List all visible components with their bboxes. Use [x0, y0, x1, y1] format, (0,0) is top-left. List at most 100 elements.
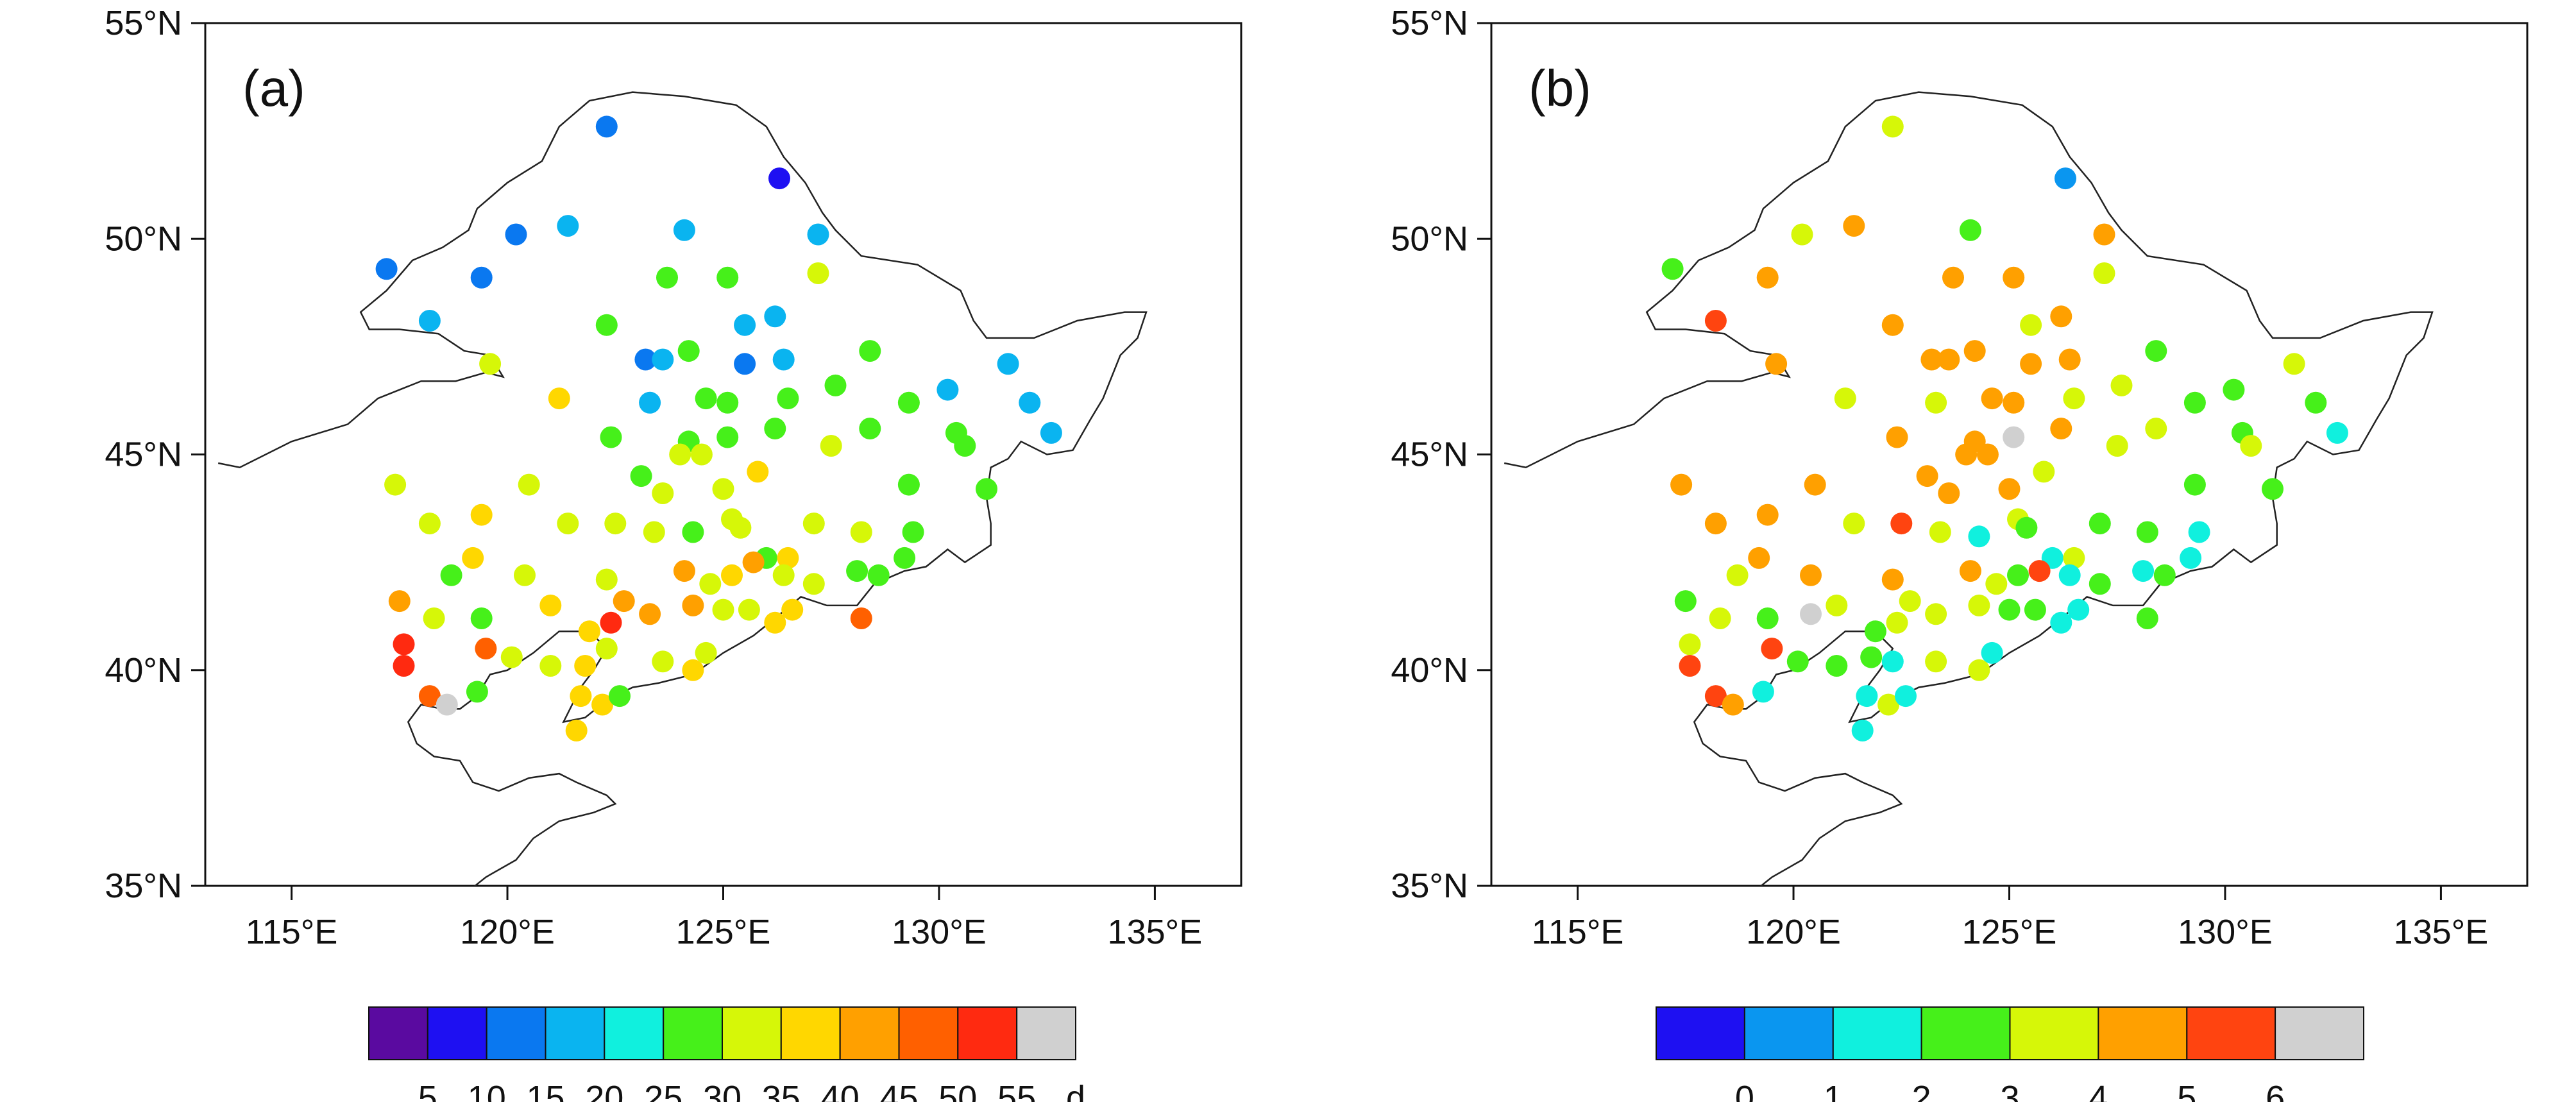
station-point	[2058, 564, 2081, 586]
lon-tick-label: 135°E	[1108, 913, 1203, 951]
station-point	[2132, 560, 2155, 582]
station-point	[1929, 521, 1951, 543]
station-point	[418, 513, 441, 535]
station-point	[1674, 590, 1697, 613]
station-point	[802, 513, 825, 535]
station-point	[1881, 314, 1904, 336]
station-point	[557, 215, 579, 237]
station-point	[2067, 598, 2090, 621]
station-point	[1670, 473, 1693, 496]
station-point	[1679, 655, 1701, 677]
station-point	[2305, 391, 2327, 414]
map-frame-b	[1490, 22, 2529, 887]
station-point	[1800, 603, 1822, 625]
station-point	[1881, 115, 1904, 138]
station-point	[859, 340, 881, 362]
station-point	[1955, 443, 1978, 466]
station-point	[393, 633, 415, 656]
lat-tick-label: 45°N	[1391, 436, 1468, 474]
station-point	[1881, 568, 1904, 591]
station-point	[2003, 266, 2025, 289]
station-point	[500, 646, 523, 668]
station-point	[954, 435, 976, 457]
station-point	[418, 310, 441, 332]
station-point	[2055, 167, 2076, 190]
station-point	[652, 650, 674, 673]
colorbar-label: 5	[2177, 1079, 2196, 1102]
station-point	[2020, 353, 2042, 375]
station-point	[518, 473, 540, 496]
station-point	[777, 547, 799, 569]
panel-label-a: (a)	[242, 60, 305, 117]
station-point	[548, 387, 570, 410]
station-point	[475, 638, 497, 660]
station-point	[613, 590, 635, 613]
station-point	[2183, 391, 2206, 414]
station-point	[1920, 348, 1943, 371]
station-point	[729, 516, 752, 539]
station-point	[2063, 547, 2085, 569]
colorbar-swatch	[2097, 1006, 2188, 1060]
station-point	[1877, 693, 1900, 716]
lat-tick-label: 55°N	[105, 4, 182, 42]
station-point	[574, 655, 597, 677]
station-point	[846, 560, 869, 582]
station-point	[1786, 650, 1809, 673]
station-point	[1938, 348, 1960, 371]
station-point	[2283, 353, 2305, 375]
station-point	[2093, 223, 2115, 246]
colorbar-swatch	[1920, 1006, 2011, 1060]
colorbar-label: 50	[938, 1079, 977, 1102]
station-point	[462, 547, 484, 569]
coastline-a	[217, 91, 1148, 886]
station-point	[2015, 516, 2038, 539]
station-point	[440, 564, 462, 586]
colorbar-swatch	[486, 1006, 547, 1060]
station-point	[505, 223, 527, 246]
station-point	[1834, 387, 1856, 410]
station-point	[2240, 435, 2262, 457]
station-point	[677, 340, 700, 362]
colorbar-label: 45	[879, 1079, 918, 1102]
station-point	[578, 620, 600, 643]
station-point	[1752, 681, 1774, 703]
colorbar-swatch	[2275, 1006, 2365, 1060]
colorbar-swatch	[1832, 1006, 1922, 1060]
station-point	[2089, 573, 2111, 595]
station-point	[2050, 611, 2072, 634]
station-point	[673, 219, 695, 241]
station-point	[1881, 650, 1904, 673]
station-point	[1826, 655, 1848, 677]
station-point	[1804, 473, 1826, 496]
lat-tick-label: 40°N	[105, 651, 182, 690]
station-point	[1968, 659, 1990, 681]
station-point	[1704, 685, 1727, 708]
station-point	[976, 478, 997, 500]
colorbar-swatch	[368, 1006, 428, 1060]
colorbar-label: 0	[1735, 1079, 1754, 1102]
station-point	[2183, 473, 2206, 496]
station-point	[2110, 374, 2133, 396]
station-point	[716, 266, 739, 289]
station-point	[1704, 310, 1727, 332]
station-point	[772, 348, 795, 371]
station-point	[820, 435, 842, 457]
lat-tick-label: 35°N	[105, 867, 182, 905]
station-point	[1679, 633, 1701, 656]
colorbar-label: 55	[997, 1079, 1036, 1102]
lat-tick-label: 40°N	[1391, 651, 1468, 690]
station-point	[609, 685, 631, 708]
station-point	[716, 426, 739, 448]
station-point	[781, 598, 804, 621]
station-point	[1925, 603, 1947, 625]
station-point	[1756, 607, 1779, 629]
colorbar-swatch	[898, 1006, 959, 1060]
station-point	[764, 611, 786, 634]
station-point	[747, 461, 769, 483]
station-point	[1709, 607, 1731, 629]
station-point	[777, 387, 799, 410]
station-point	[682, 521, 704, 543]
station-point	[1826, 594, 1848, 616]
station-point	[695, 387, 717, 410]
colorbar-swatch	[1743, 1006, 1834, 1060]
